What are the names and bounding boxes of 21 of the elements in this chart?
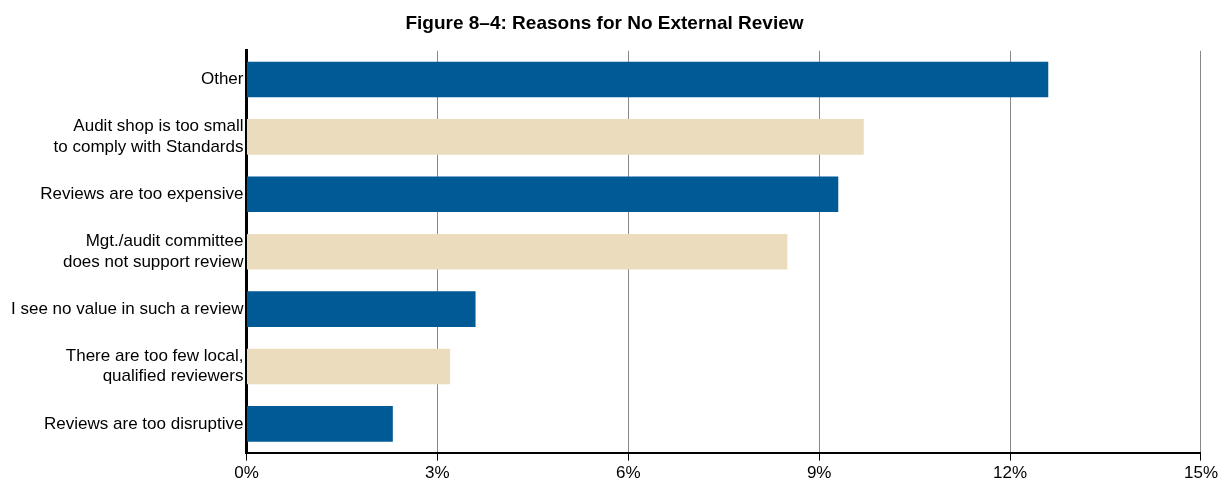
bar [246,291,476,327]
y-tick-label: Reviews are too disruptive [44,413,244,433]
y-tick-label: Other [200,69,244,89]
x-tick-label: 12% [993,463,1028,483]
bar [246,348,451,385]
bar [246,233,788,270]
y-tick-label: I see no value in such a review [10,298,245,318]
y-tick-label: There are too few local, qualified reviewers [65,345,244,386]
bar [246,406,393,442]
bar [246,119,864,155]
y-tick-label: Reviews are too expensive [40,183,244,203]
x-tick-label: 0% [234,463,259,483]
x-tick-label: 15% [1183,463,1218,483]
y-tick-label: Audit shop is too small to comply with Standards [53,116,244,156]
y-tick-label: Mgt./audit committee does not support review [62,231,245,271]
x-tick-label: 9% [806,463,832,483]
chart-title: Figure 8–4: Reasons for No External Review [405,11,804,33]
x-tick-label: 3% [425,463,450,483]
bar [246,176,839,213]
bar [246,61,1049,98]
x-tick-label: 6% [615,463,641,483]
